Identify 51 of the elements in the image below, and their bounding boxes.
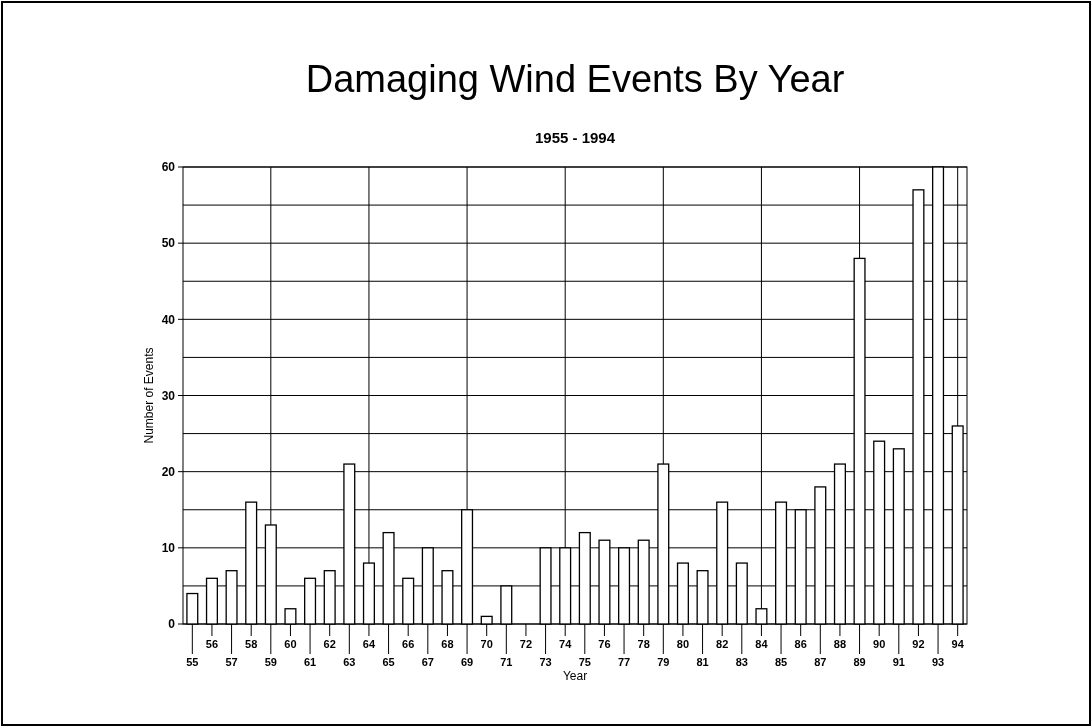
x-tick-label: 83 bbox=[735, 656, 748, 668]
chart-subtitle: 1955 - 1994 bbox=[534, 129, 616, 146]
x-tick-label: 77 bbox=[617, 656, 631, 668]
x-tick-label: 58 bbox=[245, 638, 258, 650]
x-tick-label: 82 bbox=[716, 638, 729, 650]
x-tick-label: 73 bbox=[539, 656, 552, 668]
y-tick-label: 0 bbox=[168, 617, 176, 632]
x-tick-label: 76 bbox=[598, 638, 611, 650]
x-tick-label: 72 bbox=[519, 638, 533, 650]
x-tick-label: 74 bbox=[559, 638, 573, 650]
x-tick-label: 56 bbox=[205, 638, 219, 650]
x-tick-label: 88 bbox=[833, 638, 847, 650]
x-tick-label: 62 bbox=[323, 638, 336, 650]
x-tick-label: 81 bbox=[696, 656, 709, 668]
x-tick-label: 91 bbox=[892, 656, 905, 668]
x-tick-label: 86 bbox=[794, 638, 807, 650]
x-tick-label: 85 bbox=[774, 656, 788, 668]
y-tick-label: 30 bbox=[161, 388, 176, 403]
x-tick-label: 69 bbox=[460, 656, 474, 668]
x-tick-label: 79 bbox=[657, 656, 670, 668]
x-tick-label: 65 bbox=[382, 656, 395, 668]
x-tick-label: 71 bbox=[500, 656, 513, 668]
x-tick-label: 68 bbox=[441, 638, 454, 650]
x-tick-label: 60 bbox=[284, 638, 297, 650]
x-tick-label: 64 bbox=[362, 638, 376, 650]
x-tick-label: 80 bbox=[676, 638, 690, 650]
x-tick-label: 55 bbox=[186, 656, 199, 668]
x-tick-label: 92 bbox=[912, 638, 925, 650]
x-tick-label: 61 bbox=[303, 656, 317, 668]
x-tick-label: 93 bbox=[931, 656, 945, 668]
y-tick-label: 40 bbox=[161, 312, 176, 327]
x-tick-label: 89 bbox=[853, 656, 866, 668]
x-tick-label: 84 bbox=[755, 638, 769, 650]
x-tick-label: 67 bbox=[421, 656, 434, 668]
y-axis-title: Number of Events bbox=[142, 347, 156, 444]
x-tick-label: 66 bbox=[402, 638, 415, 650]
x-tick-label: 90 bbox=[873, 638, 886, 650]
chart-title: Damaging Wind Events By Year bbox=[305, 58, 845, 100]
x-tick-label: 63 bbox=[343, 656, 356, 668]
x-tick-label: 75 bbox=[578, 656, 591, 668]
y-tick-label: 20 bbox=[161, 464, 176, 479]
x-tick-label: 57 bbox=[225, 656, 238, 668]
x-tick-label: 78 bbox=[637, 638, 650, 650]
x-tick-label: 87 bbox=[814, 656, 827, 668]
y-tick-label: 10 bbox=[161, 541, 176, 556]
y-tick-label: 50 bbox=[161, 236, 176, 251]
x-tick-label: 70 bbox=[480, 638, 493, 650]
x-tick-label: 94 bbox=[951, 638, 965, 650]
y-tick-label: 60 bbox=[161, 160, 176, 175]
x-axis-title: Year bbox=[562, 669, 588, 683]
x-tick-label: 59 bbox=[264, 656, 277, 668]
